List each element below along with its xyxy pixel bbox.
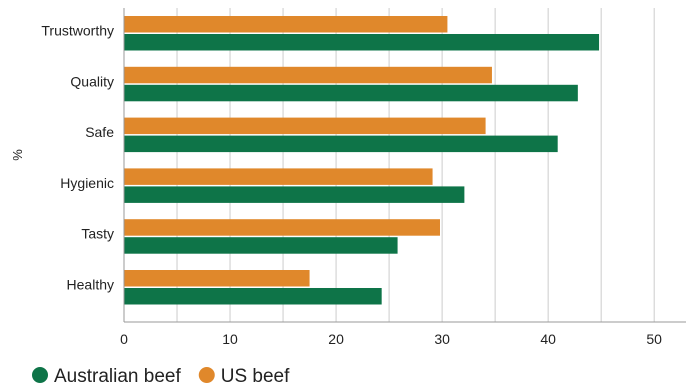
x-tick-label: 40 xyxy=(540,331,556,347)
bars xyxy=(124,16,599,305)
bar-australian-beef-tasty xyxy=(124,237,398,254)
bar-us-beef-safe xyxy=(124,118,486,135)
category-labels: Trustworthy Quality Safe Hygienic Tasty Healt… xyxy=(41,23,114,293)
category-label: Safe xyxy=(85,124,114,140)
category-label: Trustworthy xyxy=(41,23,114,39)
bar-us-beef-trustworthy xyxy=(124,16,447,33)
bar-australian-beef-trustworthy xyxy=(124,34,599,51)
category-label: Quality xyxy=(70,73,114,89)
legend-swatch xyxy=(32,367,48,383)
bar-australian-beef-hygienic xyxy=(124,186,464,203)
category-label: Hygienic xyxy=(60,175,114,191)
x-tick-label: 30 xyxy=(434,331,450,347)
bar-us-beef-hygienic xyxy=(124,168,433,185)
bar-australian-beef-healthy xyxy=(124,288,382,305)
legend-label: Australian beef xyxy=(54,366,181,387)
legend-swatch xyxy=(199,367,215,383)
legend: Australian beef US beef xyxy=(32,366,290,387)
x-tick-label: 50 xyxy=(646,331,662,347)
x-tick-label: 0 xyxy=(120,331,128,347)
category-label: Tasty xyxy=(81,226,114,242)
x-tick-label: 10 xyxy=(222,331,238,347)
bar-us-beef-quality xyxy=(124,67,492,84)
x-tick-label: 20 xyxy=(328,331,344,347)
x-tick-labels: 0 10 20 30 40 50 xyxy=(120,331,662,347)
bar-australian-beef-safe xyxy=(124,136,558,153)
bar-us-beef-tasty xyxy=(124,219,440,236)
bar-us-beef-healthy xyxy=(124,270,310,287)
y-axis-label: % xyxy=(10,149,25,161)
legend-label: US beef xyxy=(221,366,290,387)
bar-australian-beef-quality xyxy=(124,85,578,102)
category-label: Healthy xyxy=(67,277,114,293)
